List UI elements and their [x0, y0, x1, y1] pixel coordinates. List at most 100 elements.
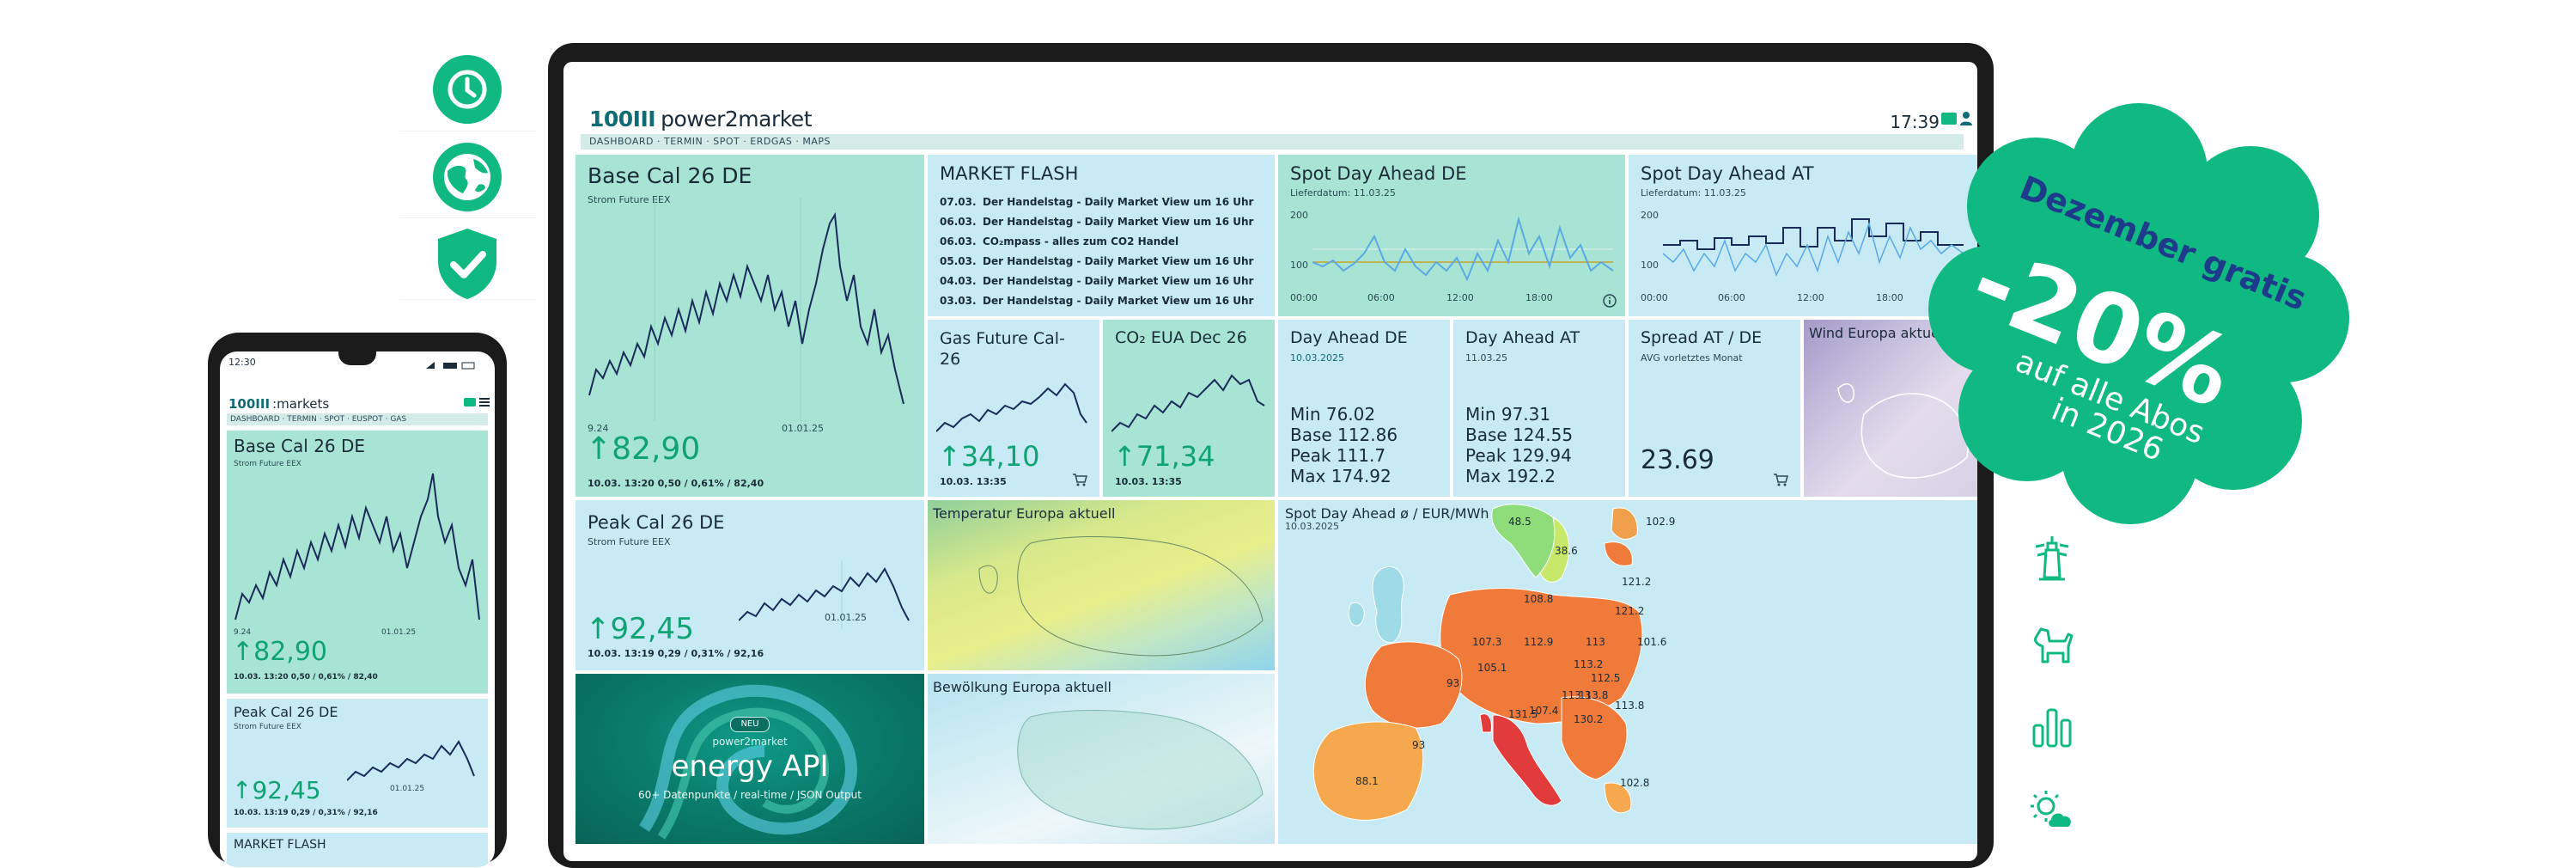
market-flash-item[interactable]: 07.03. Der Handelstag - Daily Market View… [940, 196, 1253, 208]
map-price-label: 121.2 [1615, 605, 1645, 617]
peak-cal-value: ↑92,45 [586, 612, 694, 646]
market-flash-item[interactable]: 04.03. Der Handelstag - Daily Market View… [940, 275, 1253, 287]
api-subtitle: 60+ Datenpunkte / real-time / JSON Outpu… [638, 789, 862, 801]
cloud-europe-map [1017, 710, 1264, 830]
pro-badge [464, 398, 476, 406]
cart-icon[interactable] [1072, 473, 1087, 486]
gas-value: ↑34,10 [938, 440, 1040, 473]
phone-nav[interactable]: DASHBOARD · TERMIN · SPOT · EUSPOT · GAS [227, 413, 488, 425]
swirl-graphic [639, 684, 857, 840]
divider [399, 217, 537, 218]
tile-subtitle: Strom Future EEX [588, 194, 671, 205]
tile-title: Spread AT / DE [1641, 328, 1763, 347]
map-price-label: 105.1 [1477, 662, 1507, 674]
market-flash-item[interactable]: 06.03. Der Handelstag - Daily Market View… [940, 216, 1253, 228]
info-icon[interactable] [1603, 294, 1617, 308]
sun-cloud-icon [2031, 791, 2071, 827]
menu-icon[interactable] [479, 398, 490, 406]
map-price-label: 113 [1586, 636, 1605, 648]
map-price-label: 113.8 [1579, 689, 1609, 701]
x-tick-label: 12:00 [1446, 292, 1474, 303]
market-flash-date: 04.03. [940, 275, 977, 287]
clock-icon [433, 55, 502, 124]
market-flash-item[interactable]: 05.03. Der Handelstag - Daily Market View… [940, 255, 1253, 267]
x-tick-label: 06:00 [1367, 292, 1395, 303]
map-price-label: 107.4 [1529, 705, 1559, 717]
map-price-label: 101.6 [1637, 636, 1667, 648]
tile-title: Peak Cal 26 DE [234, 704, 338, 720]
phone-notch [338, 351, 376, 365]
temperature-map-tile[interactable]: Temperatur Europa aktuell [928, 500, 1275, 670]
tile-title: Peak Cal 26 DE [588, 512, 725, 533]
market-flash-text: Der Handelstag - Daily Market View um 16… [983, 196, 1254, 208]
market-flash-date: 03.03. [940, 295, 977, 307]
day-ahead-at-stats: Min 97.31 Base 124.55 Peak 129.94 Max 19… [1465, 404, 1574, 486]
main-nav[interactable]: DASHBOARD · TERMIN · SPOT · ERDGAS · MAP… [581, 134, 1964, 150]
tile-title: MARKET FLASH [234, 838, 326, 852]
user-icon[interactable] [1960, 112, 1972, 125]
market-flash-date: 06.03. [940, 235, 977, 248]
map-price-label: 93 [1412, 739, 1426, 751]
map-price-label: 112.5 [1591, 672, 1621, 684]
x-tick-label: 12:00 [1797, 292, 1824, 303]
europe-price-map [1312, 504, 1643, 821]
api-title: energy API [671, 749, 829, 784]
co2-value: ↑71,34 [1113, 440, 1215, 473]
promo-badge[interactable] [1924, 95, 2354, 524]
day-ahead-de-stats: Min 76.02 Base 112.86 Peak 111.7 Max 174… [1290, 404, 1398, 486]
tile-title: Day Ahead AT [1465, 328, 1580, 347]
tile-title: CO₂ EUA Dec 26 [1115, 328, 1247, 347]
cart-icon[interactable] [1773, 473, 1788, 486]
gas-future-tile[interactable]: Gas Future Cal-26 ↑34,10 10.03. 13:35 [928, 320, 1099, 497]
phone-market-flash-tile[interactable]: MARKET FLASH [227, 833, 488, 867]
phone-base-cal-chart [234, 473, 480, 620]
gas-chart [936, 382, 1087, 432]
map-price-label: 102.8 [1620, 777, 1650, 789]
map-price-label: 131.5 [1508, 708, 1538, 720]
market-flash-text: Der Handelstag - Daily Market View um 16… [983, 255, 1254, 267]
map-price-label: 93 [1446, 677, 1460, 689]
market-flash-item[interactable]: 03.03. Der Handelstag - Daily Market View… [940, 295, 1253, 307]
base-cal-footer: 10.03. 13:20 0,50 / 0,61% / 82,40 [588, 478, 764, 489]
tile-title: Bewölkung Europa aktuell [933, 679, 1111, 695]
phone-time: 12:30 [228, 357, 256, 368]
peak-cal-chart [739, 560, 910, 629]
phone-peak-cal-value: ↑92,45 [232, 776, 321, 804]
tile-title: Temperatur Europa aktuell [933, 505, 1116, 522]
map-price-label: 88.1 [1355, 775, 1379, 787]
peak-cal-tile[interactable]: Peak Cal 26 DE Strom Future EEX 01.01.25… [575, 500, 924, 670]
tile-title: Spot Day Ahead AT [1641, 163, 1814, 184]
tile-title: Wind Europa aktuell [1809, 325, 1947, 341]
phone-device: 12:30 100III:markets DASHBOARD · TERMIN … [208, 333, 507, 867]
cloud-map-tile[interactable]: Bewölkung Europa aktuell [928, 674, 1275, 844]
tablet-screen: 100III power2market 17:39 DASHBOARD · TER… [563, 62, 1977, 861]
day-ahead-de-tile[interactable]: Day Ahead DE 10.03.2025 Min 76.02 Base 1… [1278, 320, 1450, 497]
map-price-label: 130.2 [1574, 713, 1604, 725]
map-price-label: 112.9 [1524, 636, 1554, 648]
spot-day-ahead-de-tile[interactable]: Spot Day Ahead DE Lieferdatum: 11.03.25 … [1278, 155, 1625, 316]
co2-eua-tile[interactable]: CO₂ EUA Dec 26 ↑71,34 10.03. 13:35 [1103, 320, 1275, 497]
dog-icon [2034, 627, 2074, 663]
phone-peak-cal-tile[interactable]: Peak Cal 26 DE Strom Future EEX 01.01.25… [227, 699, 488, 828]
tablet-device: 100III power2market 17:39 DASHBOARD · TER… [548, 43, 1994, 868]
phone-screen: 12:30 100III:markets DASHBOARD · TERMIN … [220, 351, 495, 867]
app-logo[interactable]: 100III power2market [589, 107, 812, 131]
day-ahead-at-tile[interactable]: Day Ahead AT 11.03.25 Min 97.31 Base 124… [1453, 320, 1625, 497]
phone-logo[interactable]: 100III:markets [228, 396, 330, 412]
spot-map-tile[interactable]: Spot Day Ahead ø / EUR/MWh 10.03.2025 [1278, 500, 1977, 844]
base-cal-tile[interactable]: Base Cal 26 DE Strom Future EEX 9.24 01.… [575, 155, 924, 497]
map-price-label: 121.2 [1622, 576, 1652, 588]
tile-title: Day Ahead DE [1290, 328, 1408, 347]
spot-day-ahead-at-tile[interactable]: Spot Day Ahead AT Lieferdatum: 11.03.25 … [1629, 155, 1977, 316]
spread-tile[interactable]: Spread AT / DE AVG vorletztes Monat 23.6… [1629, 320, 1800, 497]
map-price-label: 38.6 [1555, 545, 1578, 557]
map-price-label: 48.5 [1508, 516, 1532, 528]
clock-readout: 17:39 [1890, 112, 1940, 132]
phone-base-cal-tile[interactable]: Base Cal 26 DE Strom Future EEX 9.24 01.… [227, 431, 488, 694]
map-price-label: 108.8 [1524, 593, 1554, 605]
energy-api-tile[interactable]: NEU power2market energy API 60+ Datenpun… [575, 674, 924, 844]
bar-chart-icon [2032, 708, 2072, 748]
market-flash-item[interactable]: 06.03. CO₂mpass - alles zum CO2 Handel [940, 235, 1253, 248]
market-flash-tile[interactable]: MARKET FLASH 07.03. Der Handelstag - Dail… [928, 155, 1275, 316]
spot-at-chart [1663, 218, 1964, 277]
